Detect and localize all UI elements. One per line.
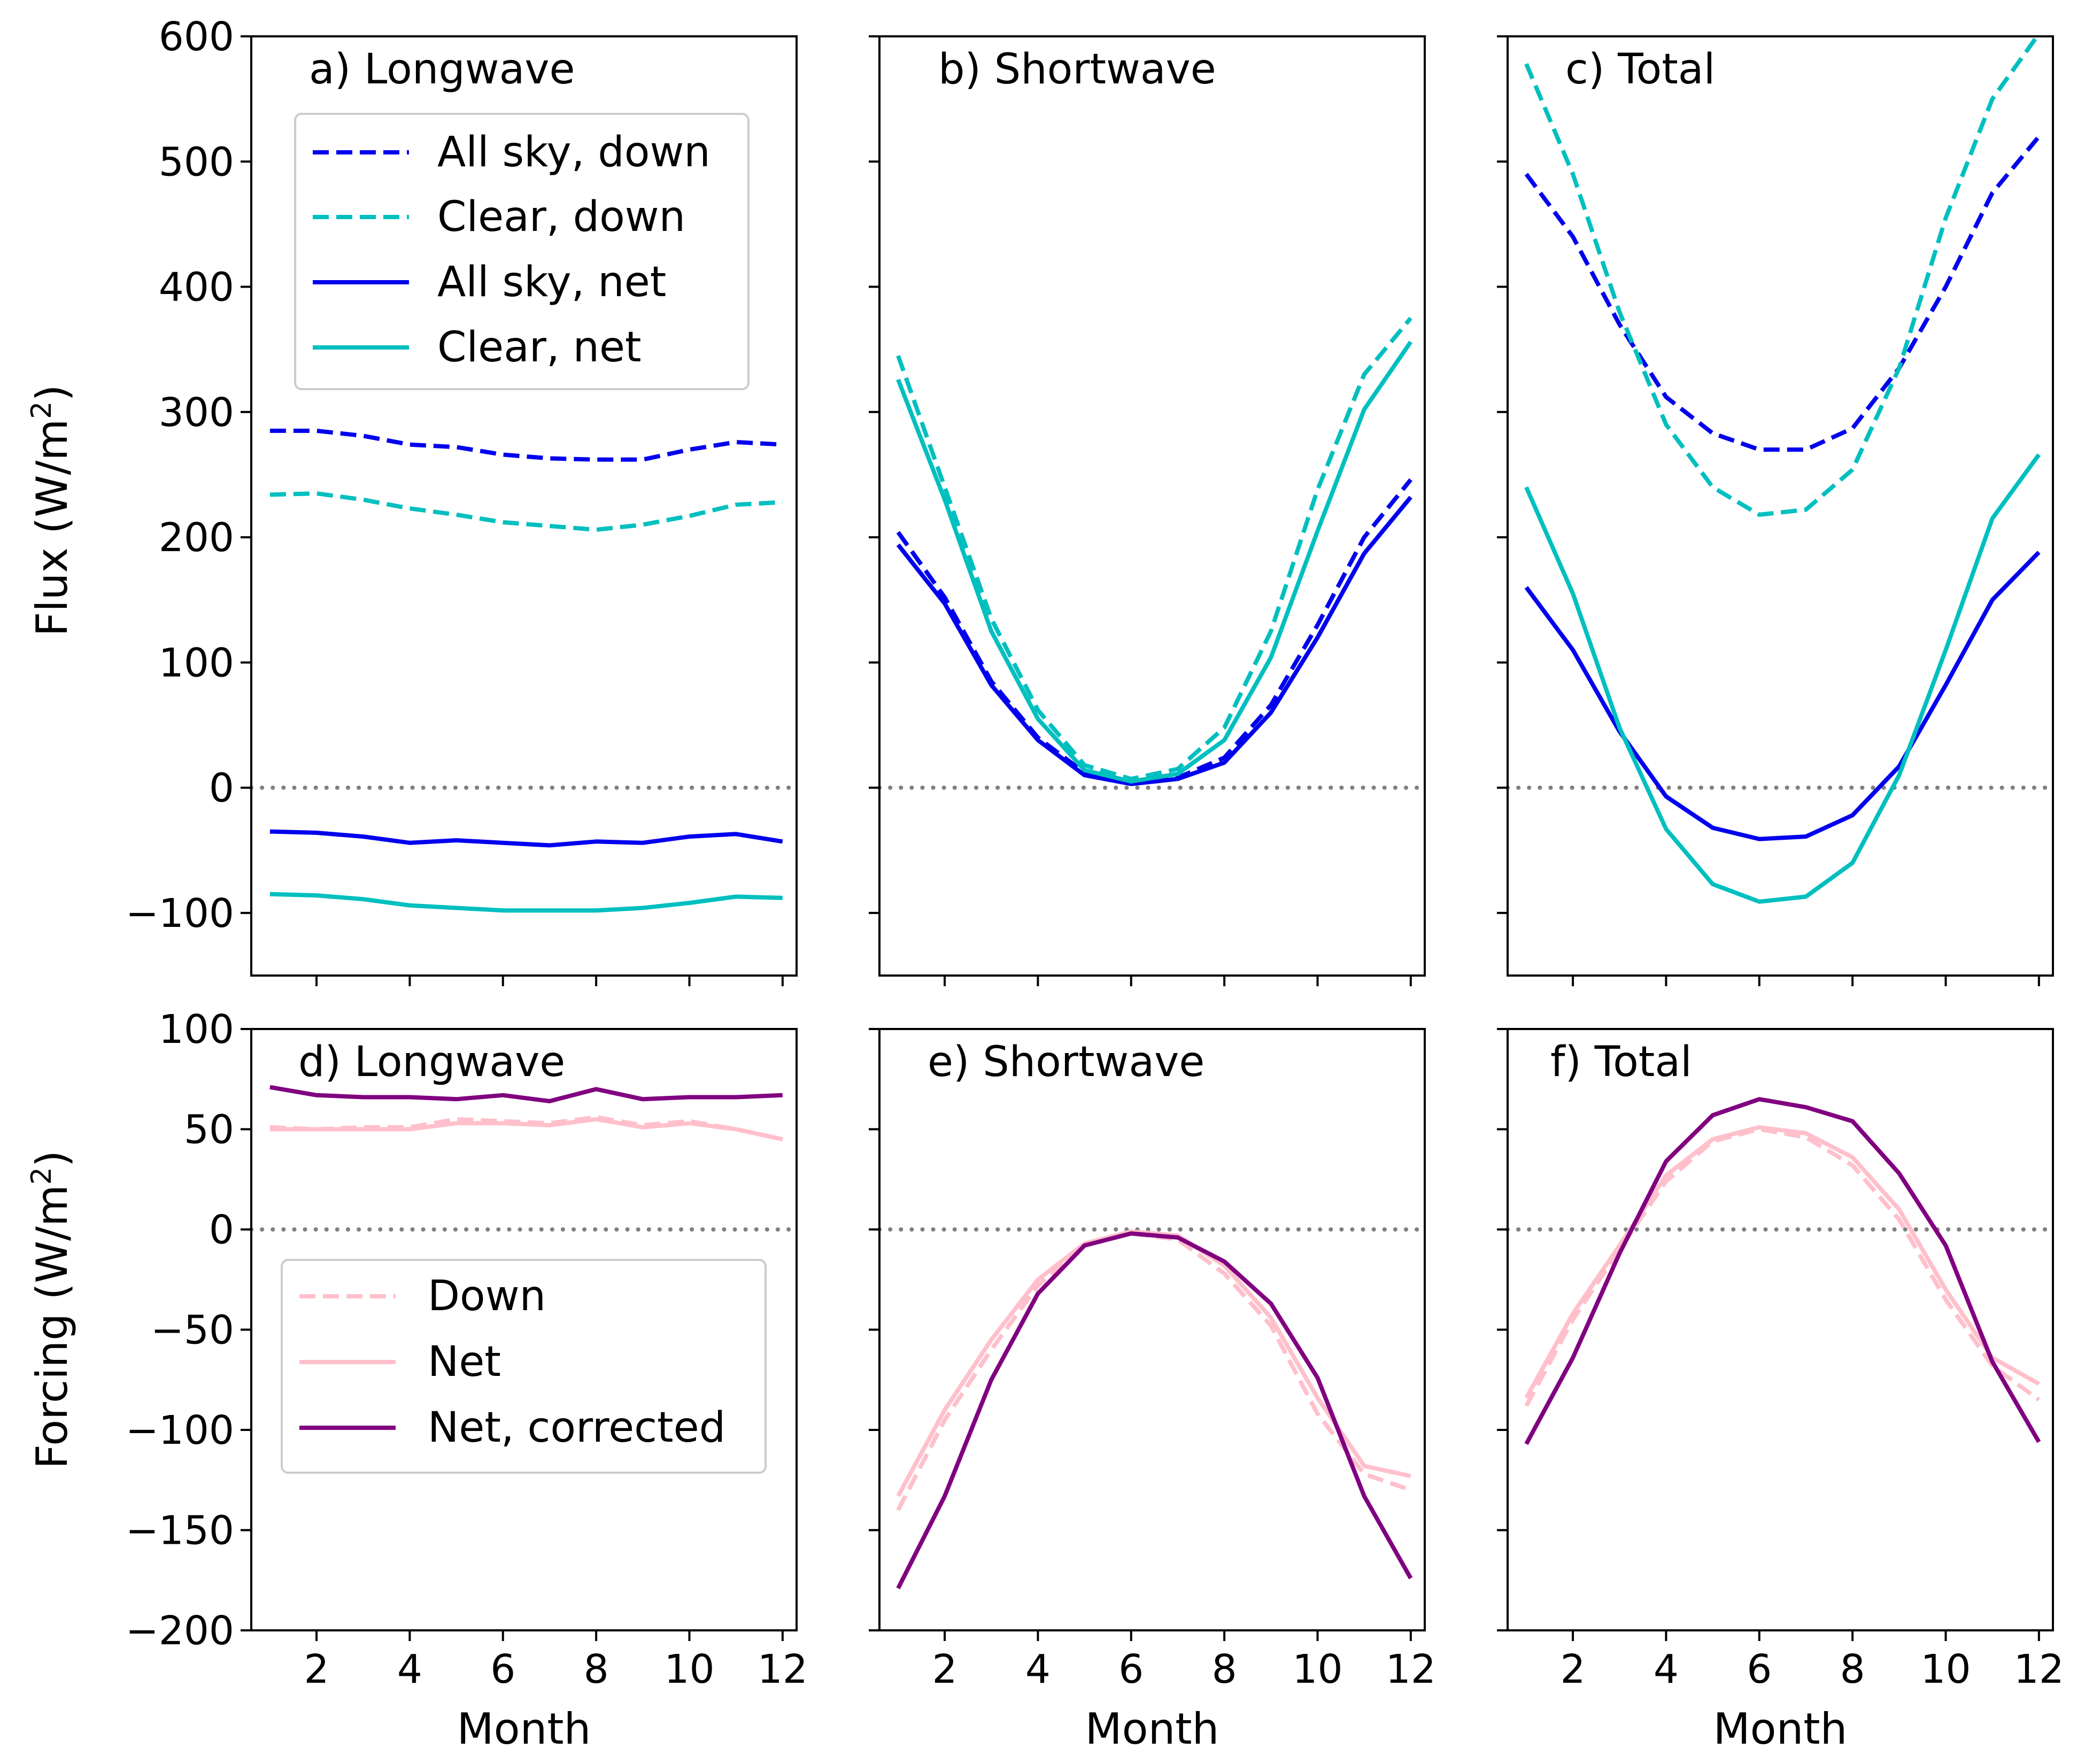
- panel-a-title: a) Longwave: [309, 45, 575, 94]
- legend-label-net-corrected: Net, corrected: [428, 1404, 725, 1452]
- panel-f-xlabel: Month: [1713, 1704, 1848, 1754]
- panel-e-xtick-label: 10: [1292, 1646, 1342, 1692]
- panel-b-title: b) Shortwave: [938, 45, 1216, 94]
- panel-c-title: c) Total: [1565, 45, 1715, 94]
- legend-label-net: Net: [428, 1338, 501, 1386]
- panel-a-series-clear-down: [269, 491, 783, 532]
- panel-f-xtick-label: 4: [1654, 1646, 1679, 1692]
- panel-b-frame: [878, 35, 1426, 977]
- panel-a-ytick-label: 100: [159, 640, 234, 686]
- panel-b-series-clear-net: [896, 341, 1413, 784]
- panel-d-ytick-label: −50: [151, 1307, 234, 1353]
- panel-d-xlabel: Month: [457, 1704, 591, 1754]
- panel-d-ytick-label: −100: [126, 1407, 234, 1453]
- legend-top-frame: [294, 113, 750, 390]
- panel-e-title: e) Shortwave: [928, 1038, 1204, 1086]
- panel-c: c) Total: [1497, 32, 2055, 986]
- panel-c-series-clear-net: [1524, 453, 2041, 904]
- panel-f-series-net-corrected: [1524, 1097, 2041, 1445]
- panel-d-xtick-label: 4: [397, 1646, 422, 1692]
- panel-f-series-net: [1524, 1125, 2040, 1399]
- legend-label-clear-net: Clear, net: [437, 323, 642, 372]
- panel-a: −100 0 100 200 300 400 500 600 a) Longwave: [126, 14, 799, 986]
- panel-f-xtick-label: 2: [1561, 1646, 1586, 1692]
- panel-a-series-all-sky-net: [269, 829, 783, 848]
- legend-top: All sky, down Clear, down All sky, net C…: [294, 113, 750, 390]
- panel-d-xtick-label: 8: [584, 1646, 609, 1692]
- panel-d-ytick-label: 100: [159, 1007, 234, 1053]
- panel-e-xtick-label: 6: [1118, 1646, 1144, 1692]
- panel-f-title: f) Total: [1550, 1038, 1692, 1086]
- panel-c-series-clear-down: [1524, 32, 2041, 517]
- panel-c-series-all-sky-net: [1524, 551, 2041, 841]
- legend-label-all-sky-down: All sky, down: [437, 128, 711, 176]
- panel-f-series-down: [1524, 1127, 2041, 1407]
- panel-e: 2 4 6 8 10 12 Month e) Shortwave: [869, 1028, 1436, 1754]
- panel-f-xtick-label: 12: [2014, 1646, 2064, 1692]
- panel-a-ytick-label: 200: [159, 515, 234, 561]
- panel-a-ytick-label: 600: [159, 14, 234, 60]
- panel-f-xtick-label: 10: [1920, 1646, 1971, 1692]
- panel-b: b) Shortwave: [869, 35, 1427, 986]
- panel-e-xtick-label: 2: [932, 1646, 957, 1692]
- legend-label-clear-down: Clear, down: [437, 193, 685, 241]
- panel-e-series-down: [896, 1231, 1412, 1511]
- panel-d-title: d) Longwave: [298, 1038, 565, 1086]
- panel-d-series-net-corrected: [269, 1085, 783, 1103]
- panel-d-ytick-label: −150: [126, 1508, 234, 1554]
- legend-label-all-sky-net: All sky, net: [437, 258, 666, 306]
- legend-bottom: Down Net Net, corrected: [281, 1259, 767, 1474]
- panel-a-series-clear-net: [269, 892, 783, 913]
- panel-e-xtick-label: 12: [1386, 1646, 1436, 1692]
- panel-f-xtick-label: 6: [1747, 1646, 1772, 1692]
- row-ylabel-bottom: Forcing (W/m2): [26, 1150, 77, 1469]
- panel-a-ytick-label: −100: [126, 891, 234, 937]
- panel-b-series-clear-down: [896, 316, 1412, 782]
- panel-a-frame: [250, 35, 798, 977]
- panel-a-ytick-label: 500: [159, 139, 234, 185]
- panel-a-series-all-sky-down: [269, 428, 783, 462]
- panel-c-frame: [1507, 35, 2054, 977]
- legend-label-down: Down: [428, 1272, 546, 1320]
- panel-a-ytick-label: 300: [159, 390, 234, 436]
- row-ylabel-top: Flux (W/m2): [26, 384, 77, 636]
- panel-d-ytick-label: 0: [209, 1207, 234, 1253]
- panel-e-series-net-corrected: [896, 1231, 1413, 1590]
- panel-d-xtick-label: 12: [758, 1646, 808, 1692]
- panel-d: −200 −150 −100 −50 0 50 100 2 4 6 8 10 12 Month d) Lon…: [126, 1007, 808, 1754]
- panel-d-xtick-label: 10: [664, 1646, 714, 1692]
- panel-e-xlabel: Month: [1085, 1704, 1219, 1754]
- legend-bottom-frame: [281, 1259, 767, 1474]
- panel-a-ytick-label: 400: [159, 265, 234, 311]
- panel-d-ytick-label: 50: [184, 1107, 234, 1153]
- panel-d-xtick-label: 6: [490, 1646, 515, 1692]
- panel-b-series-all-sky-net: [896, 496, 1412, 786]
- panel-f: 2 4 6 8 10 12 Month f) Total: [1497, 1028, 2064, 1754]
- panel-e-xtick-label: 8: [1212, 1646, 1237, 1692]
- panel-d-ytick-label: −200: [126, 1608, 234, 1654]
- panel-a-ytick-label: 0: [209, 765, 234, 811]
- panel-d-xtick-label: 2: [304, 1646, 329, 1692]
- panel-e-xtick-label: 4: [1025, 1646, 1051, 1692]
- panel-f-xtick-label: 8: [1840, 1646, 1865, 1692]
- panel-d-series-net: [269, 1117, 783, 1142]
